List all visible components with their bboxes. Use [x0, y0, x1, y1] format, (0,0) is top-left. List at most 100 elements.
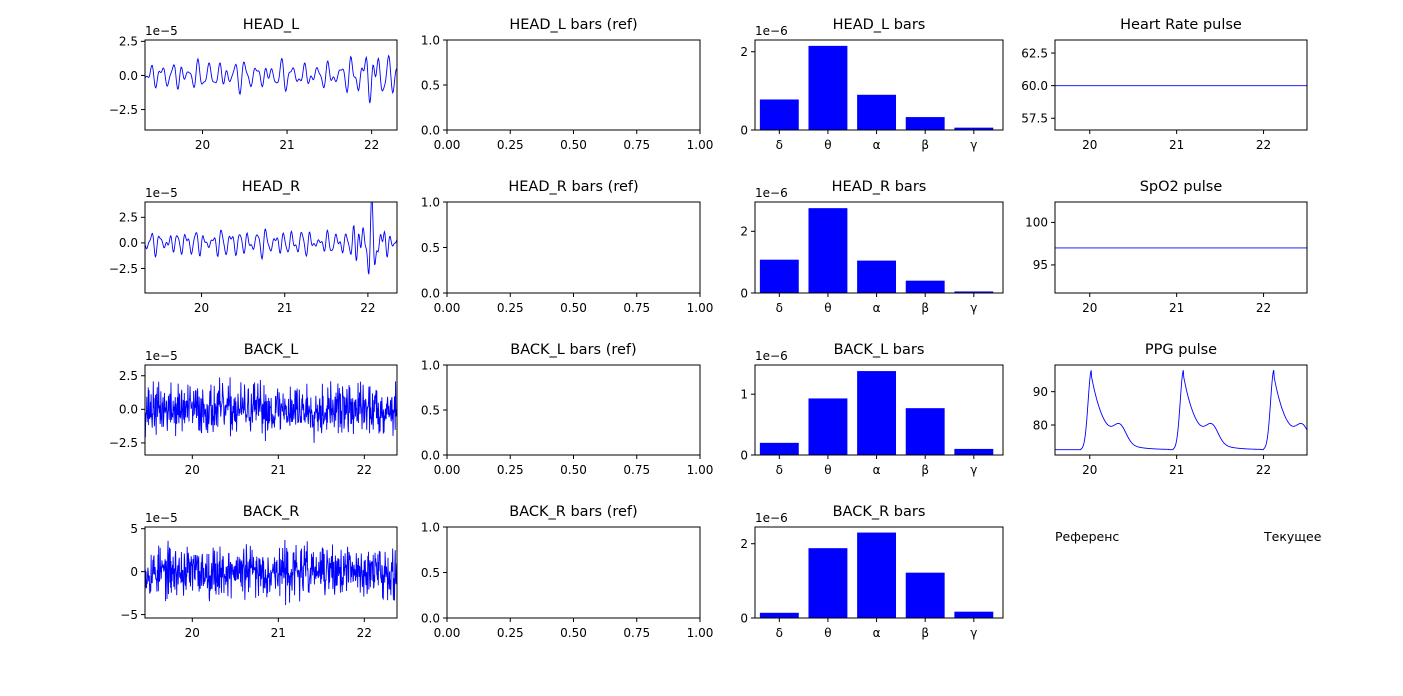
panel-heart_rate: 20 21 22 62.5 60.0 57.5 Heart Rate pulse — [1021, 17, 1308, 152]
title-back_r: BACK_R — [243, 504, 300, 520]
xtick-label-back_l_bars-4: γ — [970, 463, 977, 477]
xtick-label-head_l_ref-0: 0.00 — [434, 138, 461, 152]
ytick-label-back_r_ref-2: 1.0 — [421, 520, 440, 534]
exponent-back_l_bars: 1e−6 — [755, 349, 788, 363]
panel-head_l: 20 21 22 2.5 0.0 −2.5 HEAD_L 1e−5 — [109, 17, 398, 152]
exponent-head_r_bars: 1e−6 — [755, 186, 788, 200]
xtick-label-head_l_bars-3: β — [921, 138, 929, 152]
xtick-label-head_r_ref-2: 0.50 — [560, 301, 587, 315]
ytick-label-back_l-0: 2.5 — [119, 369, 138, 383]
xtick-label-back_r_bars-0: δ — [776, 626, 783, 640]
xtick-label-back_r_ref-4: 1.00 — [687, 626, 714, 640]
xtick-label-heart_rate-1: 21 — [1169, 138, 1184, 152]
axes-frame-back_l_ref — [446, 364, 701, 456]
title-head_r: HEAD_R — [242, 179, 300, 195]
xtick-label-head_r_ref-4: 1.00 — [687, 301, 714, 315]
bar-back_r_bars-4 — [954, 611, 994, 618]
xtick-label-back_r-1: 21 — [271, 626, 286, 640]
panel-back_l_bars: δ θ α β γ 0 1 BACK_L bars 1e−6 — [740, 342, 1004, 477]
xtick-label-back_r_bars-2: α — [873, 626, 881, 640]
note-reference: Референс — [1055, 529, 1119, 544]
ytick-label-back_l_ref-2: 1.0 — [421, 358, 440, 372]
title-head_l_bars: HEAD_L bars — [833, 17, 926, 33]
panel-head_r: 20 21 22 2.5 0.0 −2.5 HEAD_R 1e−5 — [109, 179, 398, 315]
ytick-label-back_r_ref-0: 0.0 — [421, 611, 440, 625]
ytick-label-head_r_ref-2: 1.0 — [421, 195, 440, 209]
series-head_l — [145, 54, 397, 104]
title-head_l: HEAD_L — [243, 17, 299, 33]
bar-head_l_bars-1 — [808, 45, 848, 130]
panel-back_r_ref: 0.00 0.25 0.50 0.75 1.00 0.0 0.5 1.0 BACK_R bars… — [421, 504, 713, 640]
xtick-label-head_r_bars-2: α — [873, 301, 881, 315]
title-back_r_bars: BACK_R bars — [833, 504, 926, 520]
bar-back_l_bars-4 — [954, 448, 994, 455]
ytick-label-back_r-0: 5 — [130, 522, 138, 536]
bar-head_l_bars-2 — [857, 94, 897, 130]
panel-head_r_bars: δ θ α β γ 0 2 HEAD_R bars 1e−6 — [740, 179, 1004, 315]
xtick-label-back_r-2: 22 — [357, 626, 372, 640]
title-head_l_ref: HEAD_L bars (ref) — [509, 17, 637, 33]
ytick-label-heart_rate-0: 62.5 — [1021, 46, 1048, 60]
exponent-back_l: 1e−5 — [145, 349, 178, 363]
ytick-label-head_r_bars-0: 0 — [740, 286, 748, 300]
xtick-label-ppg-0: 20 — [1082, 463, 1097, 477]
bar-back_l_bars-2 — [857, 371, 897, 455]
bar-back_r_bars-1 — [808, 548, 848, 618]
bar-head_r_bars-4 — [954, 291, 994, 293]
ytick-label-head_l-1: 0.0 — [119, 69, 138, 83]
xtick-label-head_r-0: 20 — [194, 301, 209, 315]
axes-frame-head_r — [144, 201, 398, 294]
axes-frame-ppg — [1054, 364, 1308, 456]
series-ppg — [1055, 370, 1307, 451]
note-current: Текущее — [1263, 529, 1322, 544]
ytick-label-back_r_bars-0: 0 — [740, 611, 748, 625]
ytick-label-head_l-2: −2.5 — [109, 103, 138, 117]
series-head_r — [145, 202, 397, 275]
ytick-label-heart_rate-1: 60.0 — [1021, 79, 1048, 93]
ytick-label-head_l_ref-1: 0.5 — [421, 78, 440, 92]
ytick-label-head_l_bars-0: 0 — [740, 123, 748, 137]
ytick-label-head_r-2: −2.5 — [109, 262, 138, 276]
xtick-label-head_l_ref-2: 0.50 — [560, 138, 587, 152]
panel-back_r: 20 21 22 5 0 −5 BACK_R 1e−5 — [120, 504, 398, 640]
ytick-label-head_l_ref-0: 0.0 — [421, 123, 440, 137]
ytick-label-back_r-2: −5 — [120, 608, 138, 622]
bar-back_r_bars-0 — [759, 612, 799, 618]
axes-frame-back_r_bars — [754, 526, 1004, 619]
ytick-label-head_r_bars-1: 2 — [740, 225, 748, 239]
axes-frame-back_l_bars — [754, 364, 1004, 456]
ytick-label-spo2-0: 100 — [1025, 216, 1048, 230]
xtick-label-back_r_ref-0: 0.00 — [434, 626, 461, 640]
xtick-label-head_l_ref-4: 1.00 — [687, 138, 714, 152]
bar-head_r_bars-0 — [759, 259, 799, 293]
axes-frame-back_l — [144, 364, 398, 456]
xtick-label-back_l-1: 21 — [271, 463, 286, 477]
xtick-label-head_l_bars-2: α — [873, 138, 881, 152]
xtick-label-back_l_bars-2: α — [873, 463, 881, 477]
title-back_l_ref: BACK_L bars (ref) — [510, 342, 636, 358]
panel-head_r_ref: 0.00 0.25 0.50 0.75 1.00 0.0 0.5 1.0 HEAD_R bars… — [421, 179, 713, 315]
xtick-label-back_r-0: 20 — [185, 626, 200, 640]
xtick-label-back_r_ref-2: 0.50 — [560, 626, 587, 640]
ytick-label-spo2-1: 95 — [1033, 258, 1048, 272]
xtick-label-spo2-2: 22 — [1256, 301, 1271, 315]
xtick-label-back_r_ref-1: 0.25 — [497, 626, 524, 640]
title-back_r_ref: BACK_R bars (ref) — [509, 504, 637, 520]
xtick-label-back_l_bars-3: β — [921, 463, 929, 477]
xtick-label-head_r_ref-0: 0.00 — [434, 301, 461, 315]
xtick-label-back_l_bars-0: δ — [776, 463, 783, 477]
panel-back_l_ref: 0.00 0.25 0.50 0.75 1.00 0.0 0.5 1.0 BACK_L bars… — [421, 342, 713, 477]
ytick-label-back_r_ref-1: 0.5 — [421, 566, 440, 580]
panel-head_l_ref: 0.00 0.25 0.50 0.75 1.00 0.0 0.5 1.0 HEAD_L bars… — [421, 17, 713, 152]
title-head_r_bars: HEAD_R bars — [832, 179, 927, 195]
axes-frame-spo2 — [1054, 201, 1308, 294]
bar-back_r_bars-3 — [905, 572, 945, 618]
exponent-back_r_bars: 1e−6 — [755, 511, 788, 525]
bar-back_l_bars-0 — [759, 442, 799, 455]
axes-frame-head_l — [144, 39, 398, 131]
xtick-label-back_l_ref-2: 0.50 — [560, 463, 587, 477]
title-head_r_ref: HEAD_R bars (ref) — [508, 179, 638, 195]
xtick-label-back_l_ref-4: 1.00 — [687, 463, 714, 477]
axes-frame-back_r — [144, 526, 398, 619]
xtick-label-back_r_ref-3: 0.75 — [623, 626, 650, 640]
